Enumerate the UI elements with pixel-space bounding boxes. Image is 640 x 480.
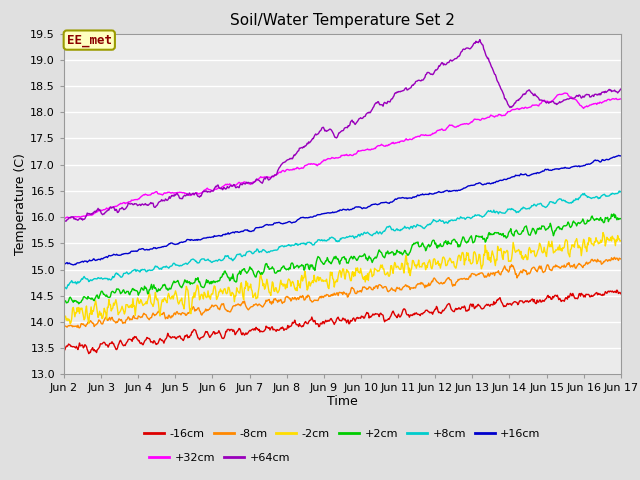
Legend: +32cm, +64cm: +32cm, +64cm <box>145 448 295 467</box>
X-axis label: Time: Time <box>327 395 358 408</box>
Title: Soil/Water Temperature Set 2: Soil/Water Temperature Set 2 <box>230 13 455 28</box>
Y-axis label: Temperature (C): Temperature (C) <box>15 153 28 255</box>
Text: EE_met: EE_met <box>67 34 112 47</box>
